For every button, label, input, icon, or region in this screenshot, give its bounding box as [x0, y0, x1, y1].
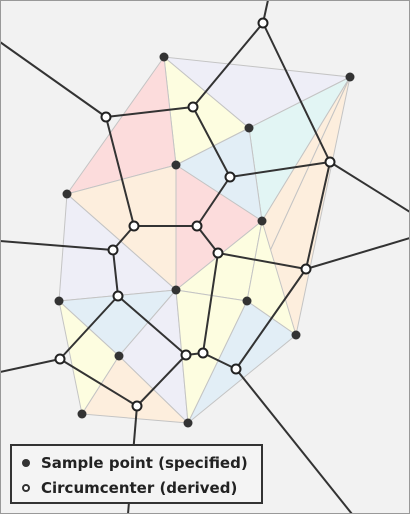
circumcenter — [300, 263, 312, 275]
voronoi-edge — [202, 352, 237, 370]
legend-row-circumcenter: Circumcenter (derived) — [22, 478, 237, 498]
legend-label-sample-point: Sample point (specified) — [41, 454, 248, 472]
filled-dot-icon — [22, 459, 30, 467]
circumcenter — [180, 349, 192, 361]
voronoi-edge — [192, 22, 264, 108]
circumcenters — [54, 17, 336, 412]
voronoi-ray — [329, 161, 410, 213]
voronoi-ray — [0, 240, 114, 251]
voronoi-ray — [0, 41, 107, 118]
voronoi-edge — [196, 176, 231, 227]
circumcenter — [54, 353, 66, 365]
voronoi-edge — [136, 354, 187, 407]
voronoi-edge — [202, 252, 219, 354]
voronoi-edge — [262, 22, 331, 163]
circumcenter — [107, 244, 119, 256]
legend-label-circumcenter: Circumcenter (derived) — [41, 479, 238, 497]
voronoi-edge — [105, 106, 194, 118]
circumcenter — [257, 17, 269, 29]
voronoi-edge — [196, 225, 219, 254]
voronoi-edge — [217, 252, 307, 270]
circumcenter — [324, 156, 336, 168]
voronoi-edge — [117, 295, 187, 356]
voronoi-edge — [59, 295, 119, 360]
sample-points — [54, 52, 355, 428]
sample-point — [291, 330, 301, 340]
legend: Sample point (specified) Circumcenter (d… — [10, 444, 263, 504]
circumcenter — [112, 290, 124, 302]
voronoi-edge — [59, 358, 138, 407]
legend-row-sample-point: Sample point (specified) — [22, 453, 248, 473]
voronoi-edge — [235, 268, 307, 370]
sample-point — [114, 351, 124, 361]
sample-point — [62, 189, 72, 199]
voronoi-edge — [192, 106, 231, 178]
sample-point — [159, 52, 169, 62]
voronoi-edge — [105, 116, 135, 227]
delaunay-triangles — [57, 55, 352, 425]
sample-point — [345, 72, 355, 82]
circumcenter — [128, 220, 140, 232]
hollow-circle-icon — [22, 484, 30, 492]
circumcenter — [197, 347, 209, 359]
sample-point — [54, 296, 64, 306]
voronoi-edge — [112, 249, 119, 297]
circumcenter — [131, 400, 143, 412]
sample-point — [242, 296, 252, 306]
sample-point — [171, 285, 181, 295]
circumcenter — [191, 220, 203, 232]
sample-point — [171, 160, 181, 170]
circumcenter — [100, 111, 112, 123]
voronoi-ray — [235, 368, 353, 514]
sample-point — [257, 216, 267, 226]
circumcenter — [224, 171, 236, 183]
circumcenter — [212, 247, 224, 259]
sample-point — [183, 418, 193, 428]
circumcenter — [230, 363, 242, 375]
sample-point — [77, 409, 87, 419]
voronoi-edge — [305, 161, 331, 270]
voronoi-ray — [305, 237, 410, 270]
voronoi-ray — [0, 358, 61, 373]
voronoi-edge — [229, 161, 331, 178]
sample-point — [244, 123, 254, 133]
circumcenter — [187, 101, 199, 113]
